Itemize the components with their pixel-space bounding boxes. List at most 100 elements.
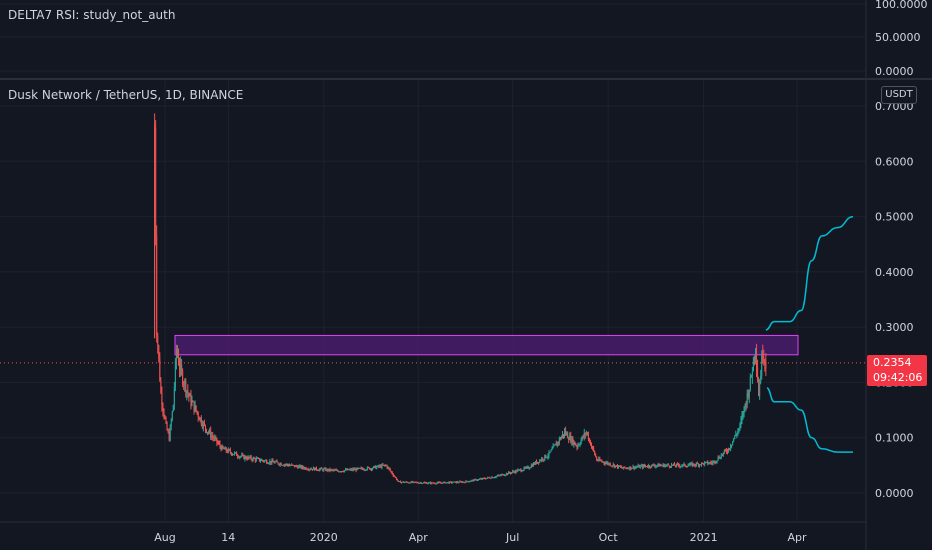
candle-body	[491, 477, 493, 479]
projection-lower-curve[interactable]	[766, 387, 854, 453]
candle-body	[487, 477, 489, 479]
candle-body	[603, 461, 605, 463]
candle-body	[754, 350, 756, 358]
candle-body	[193, 401, 195, 412]
candle-body	[350, 469, 352, 471]
candle-body	[252, 457, 254, 461]
candle-body	[328, 468, 330, 471]
candle-body	[170, 420, 172, 427]
candle-body	[428, 482, 430, 484]
candle-body	[761, 353, 763, 377]
candle-body	[513, 471, 515, 473]
candle-body	[379, 465, 381, 467]
candle-body	[570, 435, 572, 443]
candle-body	[537, 461, 539, 464]
candle-body	[684, 463, 686, 467]
projection-upper-curve[interactable]	[765, 215, 854, 331]
candle-body	[345, 469, 347, 471]
candle-body	[675, 465, 677, 467]
candle-body	[763, 356, 765, 362]
candle-body	[273, 461, 275, 464]
candle-body	[443, 481, 445, 483]
candle-body	[281, 465, 283, 467]
candle-body	[285, 464, 287, 466]
candle-body	[724, 450, 726, 452]
candle-body	[571, 437, 573, 443]
candle-body	[214, 437, 216, 439]
candle-body	[301, 466, 303, 469]
candle-body	[652, 464, 654, 466]
candle-body	[561, 433, 563, 437]
candle-body	[639, 465, 641, 468]
candle-body	[366, 467, 368, 470]
candle-body	[286, 464, 288, 466]
rsi-price-axis[interactable]: 100.0000 50.0000 0.0000	[875, 0, 928, 78]
rsi-tick-label: 0.0000	[875, 65, 914, 78]
candle-body	[466, 480, 468, 482]
candle-body	[598, 458, 600, 461]
candle-body	[747, 392, 749, 398]
candle-body	[168, 432, 170, 441]
resistance-zone-box[interactable]	[174, 334, 799, 356]
candle-body	[725, 450, 727, 452]
candle-body	[325, 468, 327, 471]
candle-body	[473, 479, 475, 481]
candle-body	[495, 476, 497, 478]
rsi-study-title[interactable]: DELTA7 RSI: study_not_auth	[8, 8, 176, 22]
candle-body	[649, 465, 651, 467]
candle-body	[397, 480, 399, 482]
candle-body	[565, 430, 567, 435]
candle-body	[470, 480, 472, 482]
candle-body	[181, 364, 183, 371]
candle-body	[698, 464, 700, 466]
candle-body	[726, 451, 728, 453]
candle-body	[445, 482, 447, 484]
candle-body	[548, 452, 550, 456]
candle-body	[191, 401, 193, 405]
candle-body	[486, 478, 488, 480]
candle-body	[691, 463, 693, 466]
candle-body	[238, 456, 240, 458]
candle-body	[442, 482, 444, 484]
candle-body	[715, 461, 717, 463]
candle-body	[310, 468, 312, 470]
candle-body	[429, 482, 431, 484]
time-axis[interactable]: Aug 14 2020 Apr Jul Oct 2021 Apr	[154, 531, 807, 544]
candle-body	[533, 463, 535, 465]
candle-body	[344, 470, 346, 472]
candle-body	[669, 466, 671, 468]
candle-body	[172, 405, 174, 412]
candle-body	[569, 435, 571, 440]
candle-body	[321, 468, 323, 470]
candle-body	[319, 469, 321, 471]
candle-body	[156, 235, 158, 336]
candle-body	[352, 468, 354, 471]
candle-body	[550, 449, 552, 452]
candle-body	[406, 481, 408, 483]
candle-body	[340, 471, 342, 473]
candle-body	[534, 461, 536, 465]
candle-body	[360, 467, 362, 469]
candle-body	[488, 477, 490, 479]
candle-body	[611, 465, 613, 467]
candle-body	[730, 446, 732, 449]
currency-unit-badge[interactable]: USDT	[881, 86, 917, 104]
main-price-axis[interactable]: 0.70000.60000.50000.40000.30000.20000.10…	[875, 100, 914, 500]
candle-body	[408, 482, 410, 484]
candle-body	[563, 433, 565, 436]
candle-body	[169, 426, 171, 441]
candle-body	[714, 460, 716, 463]
symbol-title[interactable]: Dusk Network / TetherUS, 1D, BINANCE	[8, 88, 244, 102]
candle-body	[184, 380, 186, 385]
candle-body	[647, 466, 649, 468]
candle-body	[416, 482, 418, 484]
candle-body	[661, 465, 663, 467]
candle-body	[584, 433, 586, 435]
candle-body	[312, 467, 314, 470]
candle-body	[188, 393, 190, 397]
candle-body	[159, 357, 161, 381]
price-tick-label: 0.4000	[875, 266, 914, 279]
candle-body	[201, 424, 203, 427]
candle-body	[402, 481, 404, 483]
